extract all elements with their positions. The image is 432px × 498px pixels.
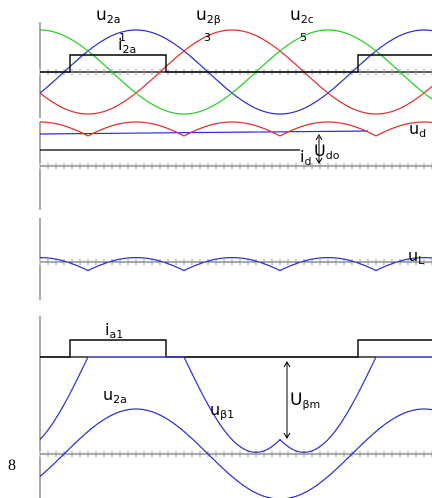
panel4-ticks [39,451,432,457]
udo-arrow-head-up [315,134,323,141]
segment-label-1: 1 [119,31,126,44]
waveform-ud [39,121,432,137]
label-ub1: uβ1 [210,400,234,421]
label-i2a: i2a [118,35,136,56]
waveform-u2b [39,29,432,115]
panel-phase-voltages: u2a u2β u2c 1 3 5 i2a [39,5,432,118]
panel-inductor-voltage: uL [39,218,432,300]
waveform-u2c [39,29,432,115]
ubm-arrow-head-up [283,361,291,368]
label-u2c: u2c [290,5,314,26]
ubm-arrow-head-down [283,432,291,439]
waveform-ia1 [40,339,432,358]
waveform-u2a [39,29,432,115]
page-number: 8 [8,457,16,474]
waveform-u2a-bottom [39,408,432,498]
label-ia1: ia1 [105,320,123,341]
waveform-ub1 [39,356,432,453]
panel-rectified-output: id Udo ud [39,119,432,210]
udo-arrow-head-down [315,157,323,164]
panel2-ticks [39,163,432,169]
waveform-uL [39,256,432,272]
panel3-ticks [39,259,432,265]
waveform-i2a [40,54,432,73]
label-uL: uL [408,246,425,267]
label-u2a-bottom: u2a [103,385,127,406]
label-u2a-top: u2a [96,5,121,26]
segment-label-3: 3 [204,31,211,44]
segment-label-5: 5 [300,31,307,44]
panel-device-current-voltage: ia1 u2a uβ1 Uβm [39,316,432,498]
label-ubm: Uβm [290,390,320,411]
label-udo: Udo [314,141,340,162]
label-id: id [300,147,311,168]
label-u2b: u2β [196,5,221,26]
waveform-udo [39,130,369,135]
label-ud: ud [409,119,426,140]
